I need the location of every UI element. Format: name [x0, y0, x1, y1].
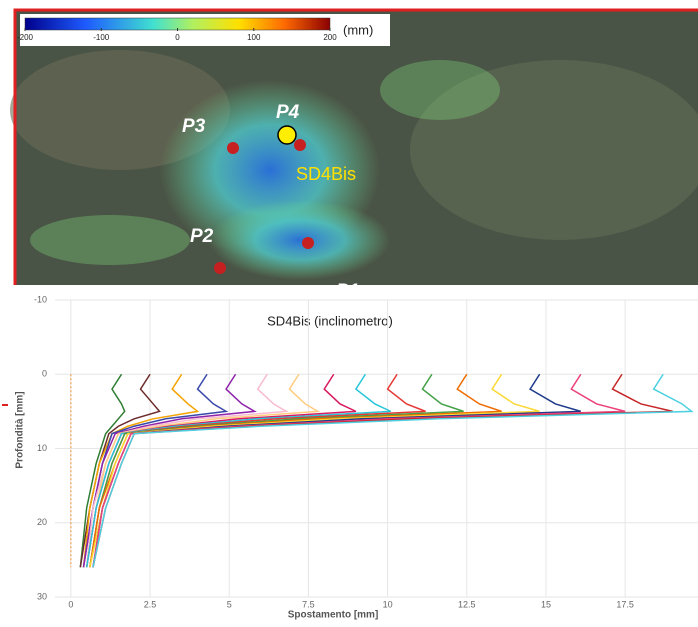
- point-label: P4: [276, 102, 300, 123]
- figure: -200-1000100200 (mm) P3 P4 P2 P1 SD4Bis …: [0, 0, 698, 622]
- deformation-area: [380, 60, 500, 120]
- chart-title: SD4Bis (inclinometro): [267, 313, 393, 328]
- point-label: P3: [182, 116, 206, 137]
- x-axis-title: Spostamento [mm]: [288, 610, 379, 621]
- deformation-area: [30, 215, 190, 265]
- y-tick-label: 10: [37, 443, 47, 453]
- y-tick-label: 30: [37, 591, 47, 601]
- point-marker: [227, 142, 239, 154]
- x-tick-label: 17.5: [616, 599, 634, 609]
- point-marker: [302, 237, 314, 249]
- x-tick-label: 5: [227, 599, 232, 609]
- chart-background: [15, 285, 698, 622]
- borehole-label: SD4Bis: [296, 164, 356, 184]
- point-marker: [214, 262, 226, 274]
- x-tick-label: 7.5: [302, 599, 315, 609]
- deformation-area: [210, 200, 390, 280]
- colorbar-tick-label: -200: [17, 33, 34, 42]
- colorbar-tick-label: 200: [323, 33, 337, 42]
- y-tick-label: -10: [34, 294, 47, 304]
- borehole-marker: [278, 126, 296, 144]
- colorbar-tick-label: -100: [93, 33, 110, 42]
- chart-background: [120, 285, 480, 295]
- x-tick-label: 2.5: [144, 599, 157, 609]
- colorbar-unit: (mm): [343, 22, 373, 37]
- x-tick-label: 0: [68, 599, 73, 609]
- colorbar-tick-label: 0: [175, 33, 180, 42]
- y-axis-title: Profondità [mm]: [15, 391, 26, 468]
- colorbar-tick-label: 100: [247, 33, 261, 42]
- x-tick-label: 10: [383, 599, 393, 609]
- point-marker: [294, 139, 306, 151]
- y-tick-label: 0: [42, 369, 47, 379]
- x-tick-label: 15: [541, 599, 551, 609]
- x-tick-label: 12.5: [458, 599, 476, 609]
- y-tick-label: 20: [37, 517, 47, 527]
- point-label: P2: [190, 226, 214, 247]
